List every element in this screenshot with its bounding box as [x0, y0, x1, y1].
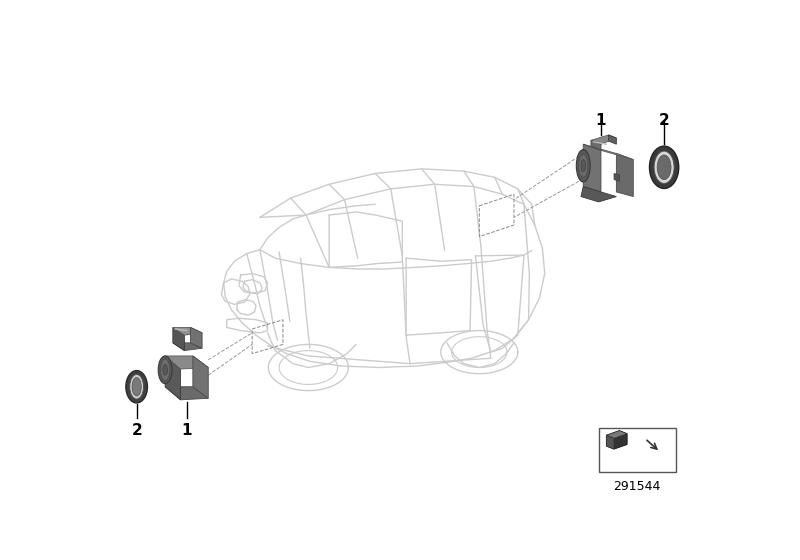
Text: 1: 1	[182, 423, 192, 438]
Ellipse shape	[126, 371, 147, 403]
Text: 2: 2	[658, 113, 670, 128]
Polygon shape	[606, 435, 614, 449]
Ellipse shape	[578, 154, 588, 178]
Polygon shape	[583, 144, 601, 192]
Polygon shape	[609, 135, 616, 144]
Polygon shape	[591, 135, 616, 144]
Ellipse shape	[158, 356, 172, 384]
Polygon shape	[193, 356, 208, 398]
Polygon shape	[614, 174, 619, 181]
Polygon shape	[165, 387, 208, 400]
Polygon shape	[581, 186, 616, 202]
Text: 1: 1	[596, 113, 606, 128]
Polygon shape	[173, 328, 202, 335]
Polygon shape	[606, 431, 627, 449]
Ellipse shape	[576, 150, 590, 182]
Polygon shape	[173, 343, 202, 351]
Polygon shape	[606, 431, 627, 438]
Text: 291544: 291544	[614, 480, 661, 493]
Ellipse shape	[161, 359, 170, 381]
Ellipse shape	[163, 365, 167, 375]
Polygon shape	[165, 356, 208, 369]
Ellipse shape	[654, 151, 674, 184]
Ellipse shape	[657, 155, 671, 180]
Polygon shape	[583, 144, 634, 160]
Polygon shape	[591, 141, 601, 151]
Ellipse shape	[130, 375, 143, 399]
Ellipse shape	[581, 160, 586, 172]
Text: 2: 2	[131, 423, 142, 438]
Polygon shape	[616, 153, 634, 197]
Ellipse shape	[650, 146, 678, 189]
Polygon shape	[190, 328, 202, 348]
Ellipse shape	[132, 377, 142, 396]
FancyBboxPatch shape	[598, 428, 676, 472]
Polygon shape	[165, 356, 181, 400]
Polygon shape	[173, 328, 184, 351]
